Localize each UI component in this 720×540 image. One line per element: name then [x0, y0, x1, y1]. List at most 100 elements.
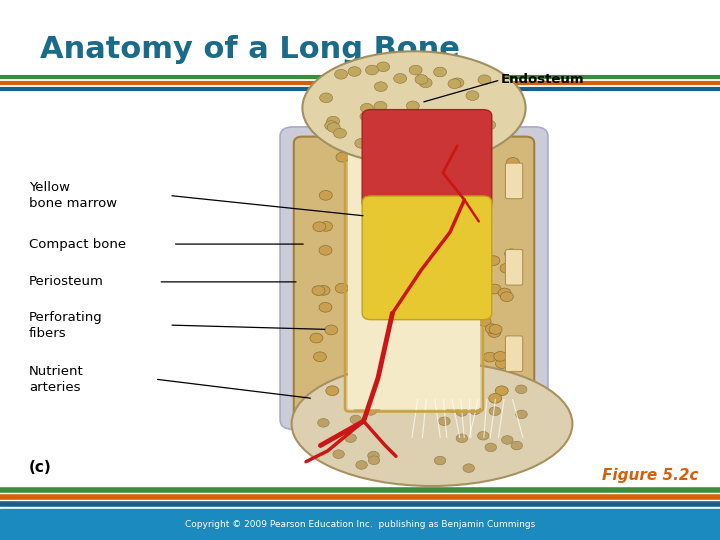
Circle shape	[485, 443, 497, 451]
Circle shape	[394, 73, 407, 83]
Circle shape	[502, 436, 513, 444]
Circle shape	[506, 158, 519, 167]
Text: Yellow
bone marrow: Yellow bone marrow	[29, 181, 117, 210]
Circle shape	[431, 119, 444, 129]
Ellipse shape	[292, 362, 572, 486]
Circle shape	[511, 441, 523, 450]
FancyBboxPatch shape	[294, 137, 534, 420]
Circle shape	[489, 394, 502, 403]
Text: Compact bone: Compact bone	[29, 238, 126, 251]
FancyBboxPatch shape	[280, 127, 548, 429]
Circle shape	[350, 415, 361, 424]
Circle shape	[482, 120, 495, 130]
Circle shape	[451, 78, 464, 87]
Circle shape	[318, 418, 329, 427]
Circle shape	[377, 62, 390, 72]
Circle shape	[328, 123, 341, 132]
Circle shape	[500, 264, 513, 273]
Circle shape	[366, 65, 379, 75]
Circle shape	[406, 101, 419, 111]
Circle shape	[488, 284, 501, 294]
Circle shape	[410, 111, 423, 120]
Circle shape	[456, 408, 467, 416]
Circle shape	[317, 286, 330, 295]
Circle shape	[355, 138, 368, 148]
Circle shape	[368, 451, 379, 460]
Circle shape	[348, 66, 361, 76]
Circle shape	[370, 123, 383, 133]
Circle shape	[356, 461, 367, 469]
Text: Periosteum: Periosteum	[29, 275, 104, 288]
Circle shape	[469, 406, 481, 415]
Text: Perforating
fibers: Perforating fibers	[29, 310, 102, 340]
Circle shape	[505, 249, 518, 259]
Circle shape	[485, 324, 498, 334]
Circle shape	[345, 434, 356, 442]
Circle shape	[313, 222, 326, 232]
Circle shape	[487, 256, 500, 266]
Circle shape	[446, 404, 458, 413]
Circle shape	[364, 401, 376, 409]
Circle shape	[415, 75, 428, 84]
Circle shape	[433, 120, 446, 130]
FancyBboxPatch shape	[505, 336, 523, 372]
Circle shape	[433, 67, 446, 77]
Circle shape	[483, 352, 496, 362]
Circle shape	[498, 288, 511, 298]
Circle shape	[319, 302, 332, 312]
Circle shape	[310, 333, 323, 343]
Circle shape	[394, 147, 407, 157]
Circle shape	[402, 139, 415, 148]
Circle shape	[419, 78, 432, 87]
Circle shape	[333, 450, 344, 458]
Circle shape	[489, 407, 500, 415]
Circle shape	[327, 116, 340, 126]
Circle shape	[495, 386, 508, 396]
Circle shape	[320, 221, 333, 231]
Circle shape	[326, 386, 339, 396]
Circle shape	[336, 152, 349, 162]
Circle shape	[516, 410, 527, 418]
Circle shape	[335, 69, 348, 79]
Circle shape	[409, 65, 422, 75]
Text: Copyright © 2009 Pearson Education Inc.  publishing as Benjamin Cummings: Copyright © 2009 Pearson Education Inc. …	[185, 521, 535, 529]
Circle shape	[466, 91, 479, 100]
Circle shape	[463, 464, 474, 472]
Circle shape	[319, 191, 332, 200]
Circle shape	[325, 121, 338, 131]
Circle shape	[336, 284, 348, 293]
FancyBboxPatch shape	[505, 249, 523, 285]
Circle shape	[325, 325, 338, 335]
Circle shape	[368, 456, 379, 464]
Circle shape	[365, 407, 377, 415]
Circle shape	[494, 352, 507, 361]
Circle shape	[477, 431, 489, 440]
Circle shape	[489, 325, 502, 334]
Circle shape	[462, 391, 474, 400]
Circle shape	[495, 359, 508, 368]
Circle shape	[333, 129, 346, 138]
Circle shape	[438, 417, 450, 426]
Text: (c): (c)	[29, 460, 52, 475]
FancyBboxPatch shape	[505, 163, 523, 199]
Circle shape	[374, 82, 387, 91]
Circle shape	[479, 218, 492, 228]
Text: Nutrient
arteries: Nutrient arteries	[29, 364, 84, 394]
Circle shape	[456, 434, 468, 443]
Text: Figure 5.2c: Figure 5.2c	[602, 468, 698, 483]
Circle shape	[478, 75, 491, 85]
FancyBboxPatch shape	[362, 196, 492, 320]
Circle shape	[448, 79, 461, 89]
FancyBboxPatch shape	[362, 110, 492, 209]
Circle shape	[488, 328, 501, 338]
Circle shape	[424, 376, 436, 385]
Text: Anatomy of a Long Bone: Anatomy of a Long Bone	[40, 35, 459, 64]
Circle shape	[360, 111, 373, 121]
Text: Endosteum: Endosteum	[500, 73, 584, 86]
Ellipse shape	[302, 51, 526, 165]
Circle shape	[408, 145, 421, 154]
Circle shape	[446, 116, 459, 125]
Circle shape	[500, 292, 513, 301]
Circle shape	[516, 385, 527, 394]
Circle shape	[320, 93, 333, 103]
